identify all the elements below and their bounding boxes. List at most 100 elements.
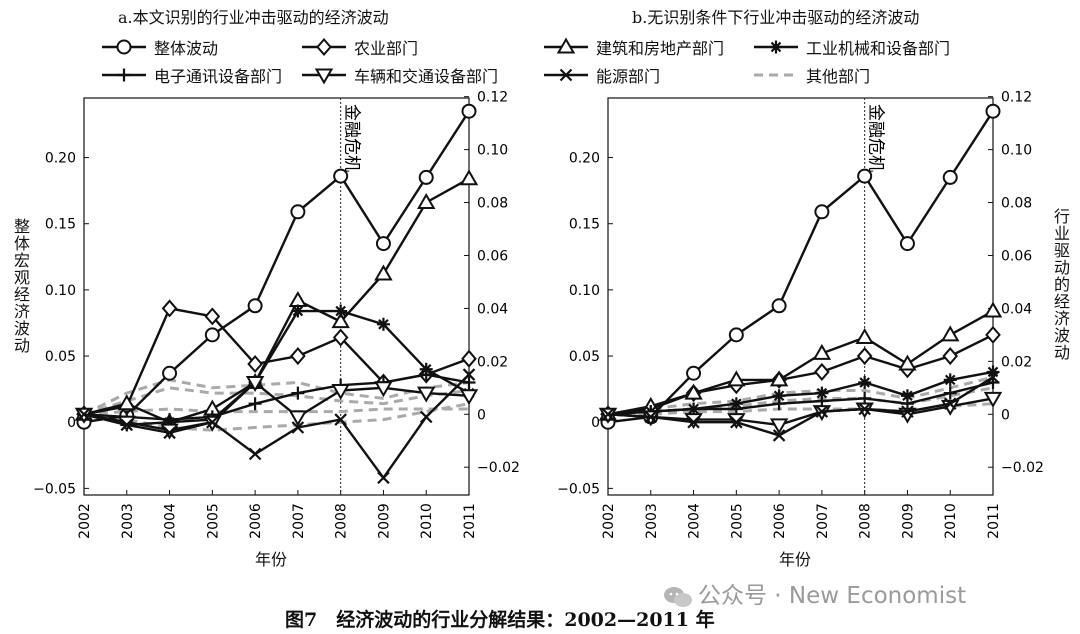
x-tick-label: 2010 xyxy=(419,503,435,539)
point-energy xyxy=(901,405,914,418)
point-overall xyxy=(204,327,220,343)
point-agri xyxy=(942,347,959,366)
point-energy xyxy=(858,402,871,416)
point-overall xyxy=(162,365,178,381)
legend-swatch-vehicles xyxy=(302,68,346,85)
x-tick-label: 2007 xyxy=(291,503,307,539)
legend-label-machinery: 工业机械和设备部门 xyxy=(806,39,951,58)
point-vehicles xyxy=(288,410,308,427)
series-energy xyxy=(77,368,476,485)
point-electronics xyxy=(291,386,305,400)
y-right-tick-label: 0.04 xyxy=(1001,301,1032,317)
point-machinery xyxy=(291,304,305,318)
point-overall xyxy=(728,327,744,343)
series-line-construction xyxy=(83,177,470,424)
y-left-tick-label: 0.10 xyxy=(45,283,76,299)
legend-label-vehicles: 车辆和交通设备部门 xyxy=(354,67,499,86)
x-tick-label: 2003 xyxy=(120,503,136,539)
point-overall xyxy=(247,298,263,314)
legend-item-vehicles: 车辆和交通设备部门 xyxy=(300,63,498,87)
series-line-energy xyxy=(83,373,470,480)
point-energy xyxy=(462,368,476,381)
y-right-tick-label: 0.04 xyxy=(477,301,508,317)
legend-marker-agri xyxy=(316,37,332,57)
y-right-tick-label: 0.06 xyxy=(477,248,508,264)
point-vehicles xyxy=(416,386,436,403)
plot-frame xyxy=(83,97,470,496)
y-left-tick-label: 0.05 xyxy=(45,349,76,365)
y-left-tick-label: 0.20 xyxy=(569,151,600,167)
point-agri xyxy=(332,328,349,347)
legend-label-energy: 能源部门 xyxy=(596,67,661,86)
legend-marker-machinery xyxy=(769,40,783,54)
x-tick-label: 2007 xyxy=(815,503,831,539)
watermark-text: 公众号 · New Economist xyxy=(698,583,967,609)
point-machinery xyxy=(815,386,829,400)
figure-caption: 图7 经济波动的行业分解结果：2002—2011 年 xyxy=(285,609,715,631)
point-overall xyxy=(771,298,787,314)
legend-item-overall: 整体波动 xyxy=(100,35,218,59)
y-left-tick-label: 0.15 xyxy=(569,217,600,233)
point-agri xyxy=(161,299,178,318)
point-overall xyxy=(985,103,1001,119)
y-right-tick-label: −0.02 xyxy=(477,460,520,476)
y-right-tick-label: 0.12 xyxy=(1001,90,1032,106)
panel-a-title: a.本文识别的行业冲击驱动的经济波动 xyxy=(118,8,389,27)
series-line-other xyxy=(83,378,470,416)
y-right-tick-label: 0.08 xyxy=(1001,196,1032,212)
x-tick-label: 2008 xyxy=(334,503,350,539)
series-construction xyxy=(74,169,479,429)
point-machinery xyxy=(900,389,914,403)
y-left-tick-label: 0 xyxy=(591,415,600,431)
point-energy xyxy=(815,405,829,418)
point-construction xyxy=(416,193,436,210)
point-energy xyxy=(77,407,91,421)
legend-swatch-construction xyxy=(544,37,588,54)
point-construction xyxy=(459,169,479,186)
series-other xyxy=(607,375,994,416)
series-line-energy xyxy=(607,376,994,437)
point-machinery xyxy=(772,389,786,403)
panel-b-ylabel-right: 行业驱动的经济波动 xyxy=(1051,208,1070,361)
x-tick-label: 2009 xyxy=(376,503,392,539)
x-tick-label: 2006 xyxy=(248,503,264,539)
point-machinery xyxy=(334,304,348,318)
series-line-electronics xyxy=(607,381,994,416)
series-line-machinery xyxy=(83,309,470,427)
point-agri xyxy=(814,362,830,381)
point-energy xyxy=(943,397,957,410)
y-right-tick-label: 0.10 xyxy=(477,143,508,159)
point-overall xyxy=(290,204,306,220)
legend-item-energy: 能源部门 xyxy=(542,63,660,87)
point-energy xyxy=(377,471,390,485)
series-line-vehicles xyxy=(607,397,994,427)
point-construction xyxy=(940,325,960,342)
y-left-tick-label: −0.05 xyxy=(33,481,76,497)
point-energy xyxy=(601,407,615,421)
point-energy xyxy=(687,415,700,429)
point-construction xyxy=(898,354,917,371)
point-vehicles xyxy=(769,418,789,435)
point-construction xyxy=(983,301,1003,318)
x-tick-label: 2011 xyxy=(986,503,1002,539)
legend-label-electronics: 电子通讯设备部门 xyxy=(154,67,283,86)
point-overall xyxy=(686,365,702,381)
point-energy xyxy=(419,410,433,424)
point-energy xyxy=(206,415,219,429)
point-electronics xyxy=(943,386,957,400)
point-vehicles xyxy=(983,391,1003,408)
y-left-tick-label: 0.20 xyxy=(45,151,76,167)
point-machinery xyxy=(376,317,390,331)
series-line-vehicles xyxy=(83,380,470,432)
point-overall xyxy=(857,168,873,184)
y-right-tick-label: 0.02 xyxy=(1001,354,1032,370)
x-tick-label: 2009 xyxy=(900,503,916,539)
y-right-tick-label: 0.10 xyxy=(1001,143,1032,159)
legend-marker-vehicles xyxy=(314,68,334,85)
y-left-tick-label: 0.05 xyxy=(569,349,600,365)
legend-marker-overall xyxy=(116,39,132,55)
x-tick-label: 2003 xyxy=(644,503,660,539)
x-tick-label: 2005 xyxy=(205,503,221,539)
legend-swatch-agri xyxy=(302,37,346,57)
